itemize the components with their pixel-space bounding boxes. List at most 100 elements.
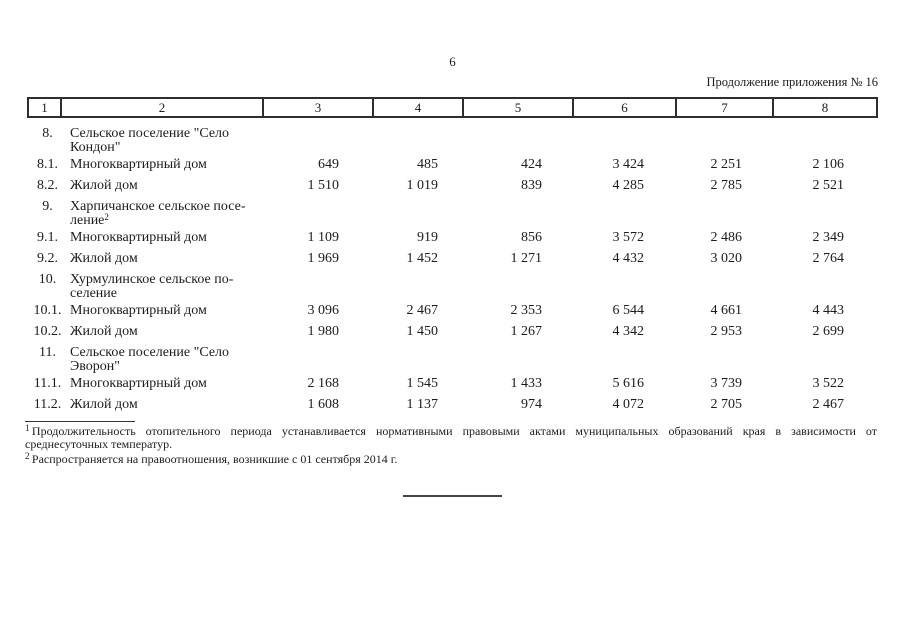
value-cell: 1 109 <box>307 230 340 245</box>
value-cell: 4 661 <box>710 303 743 318</box>
row-number-cell: 11.1. <box>33 376 62 391</box>
value-cell: 839 <box>521 178 542 193</box>
value-cell: 2 353 <box>510 303 543 318</box>
value-cell: 1 433 <box>510 376 543 391</box>
table-row: 9.1. Многоквартирный дом 1 109 919 856 3 572 2… <box>27 231 878 245</box>
value-cell: 1 267 <box>510 324 543 339</box>
value-cell: 1 450 <box>406 324 439 339</box>
value-cell: 3 739 <box>710 376 743 391</box>
row-number-cell: 9.2. <box>37 251 58 266</box>
table-col-header: 1 <box>41 100 48 115</box>
footnote: 2 Распространяется на правоотношения, во… <box>25 451 877 466</box>
footnote-list: 1 Продолжительность отопительного период… <box>25 423 877 466</box>
row-label-line: Эворон" <box>70 359 120 374</box>
value-cell: 856 <box>521 230 542 245</box>
value-cell: 974 <box>521 397 542 412</box>
bottom-rule <box>403 495 502 497</box>
footnotes-block: 1 Продолжительность отопительного период… <box>25 421 877 468</box>
value-cell: 1 969 <box>307 251 340 266</box>
value-cell: 2 467 <box>406 303 439 318</box>
row-label-cell: Сельское поселение "Село Кондон" <box>68 127 262 155</box>
table-row-group: 11. Сельское поселение "Село Эворон" <box>27 346 878 374</box>
value-cell: 2 486 <box>710 230 743 245</box>
value-cell: 4 285 <box>612 178 645 193</box>
value-cell: 3 424 <box>612 157 645 172</box>
value-cell: 2 106 <box>812 157 845 172</box>
continuation-note: Продолжение приложения № 16 <box>706 75 878 89</box>
table-col-header: 7 <box>675 99 772 116</box>
value-cell: 5 616 <box>612 376 645 391</box>
row-number-cell: 10.1. <box>33 303 62 318</box>
value-cell: 485 <box>417 157 438 172</box>
footnote-line: 1 Продолжительность отопительного период… <box>25 423 877 438</box>
table-body: 8. Сельское поселение "Село Кондон" 8.1. Мно… <box>27 118 878 412</box>
footnote-marker: 2 <box>25 451 30 461</box>
table-row-group: 8. Сельское поселение "Село Кондон" <box>27 127 878 155</box>
value-cell: 2 953 <box>710 324 743 339</box>
row-label-line: селение <box>70 286 117 301</box>
footnote-marker: 1 <box>25 423 30 433</box>
value-cell: 1 271 <box>510 251 543 266</box>
value-cell: 2 705 <box>710 397 743 412</box>
value-cell: 919 <box>417 230 438 245</box>
table-row: 11.2. Жилой дом 1 608 1 137 974 4 072 2 705 2 4… <box>27 398 878 412</box>
row-number-cell: 9.1. <box>37 230 58 245</box>
table-row: 11.1. Многоквартирный дом 2 168 1 545 1 433 5… <box>27 377 878 391</box>
row-number-cell: 9. <box>42 199 53 214</box>
row-label-cell: Жилой дом <box>70 324 138 339</box>
value-cell: 1 608 <box>307 397 340 412</box>
value-cell: 4 072 <box>612 397 645 412</box>
row-label-cell: Многоквартирный дом <box>70 303 207 318</box>
value-cell: 2 699 <box>812 324 845 339</box>
table-row-group: 9. Харпичанское сельское посе-ление2 <box>27 200 878 228</box>
table-row: 9.2. Жилой дом 1 969 1 452 1 271 4 432 3 020 2 … <box>27 252 878 266</box>
row-number-cell: 8.2. <box>37 178 58 193</box>
table-col-header: 6 <box>572 99 675 116</box>
table-col-header: 5 <box>462 99 572 116</box>
table-col-header: 3 <box>262 99 372 116</box>
row-label-cell: Харпичанское сельское посе-ление2 <box>68 200 262 228</box>
value-cell: 3 096 <box>307 303 340 318</box>
footnote-separator-rule <box>25 421 135 422</box>
table-row-group: 10. Хурмулинское сельское по-селение <box>27 273 878 301</box>
footnote: 1 Продолжительность отопительного период… <box>25 423 877 451</box>
table-row: 8.1. Многоквартирный дом 649 485 424 3 424 2 2… <box>27 158 878 172</box>
row-number-cell: 8.1. <box>37 157 58 172</box>
value-cell: 1 137 <box>406 397 439 412</box>
value-cell: 4 443 <box>812 303 845 318</box>
value-cell: 1 019 <box>406 178 439 193</box>
row-label-cell: Многоквартирный дом <box>70 157 207 172</box>
row-label-cell: Хурмулинское сельское по-селение <box>68 273 262 301</box>
value-cell: 2 349 <box>812 230 845 245</box>
row-label-cell: Сельское поселение "Село Эворон" <box>68 346 262 374</box>
row-label-cell: Многоквартирный дом <box>70 230 207 245</box>
row-label-cell: Жилой дом <box>70 397 138 412</box>
value-cell: 4 342 <box>612 324 645 339</box>
value-cell: 2 521 <box>812 178 845 193</box>
footnote-line: среднесуточных температур. <box>25 437 173 451</box>
row-label-cell: Жилой дом <box>70 178 138 193</box>
value-cell: 1 545 <box>406 376 439 391</box>
row-number-cell: 10. <box>38 272 57 287</box>
row-number-cell: 10.2. <box>33 324 62 339</box>
row-label-line: ление2 <box>70 212 109 228</box>
row-number-cell: 11.2. <box>33 397 62 412</box>
row-label-line: Хурмулинское сельское по- <box>70 272 234 287</box>
value-cell: 649 <box>318 157 339 172</box>
value-cell: 1 510 <box>307 178 340 193</box>
value-cell: 1 980 <box>307 324 340 339</box>
value-cell: 4 432 <box>612 251 645 266</box>
footnote-line: 2 Распространяется на правоотношения, во… <box>25 451 398 466</box>
row-label-line: Кондон" <box>70 140 121 155</box>
value-cell: 1 452 <box>406 251 439 266</box>
row-number-cell: 8. <box>42 126 53 141</box>
table-col-header: 2 <box>60 99 262 116</box>
value-cell: 3 522 <box>812 376 845 391</box>
row-label-cell: Жилой дом <box>70 251 138 266</box>
table-row: 10.2. Жилой дом 1 980 1 450 1 267 4 342 2 953 2… <box>27 325 878 339</box>
value-cell: 3 020 <box>710 251 743 266</box>
value-cell: 6 544 <box>612 303 645 318</box>
value-cell: 2 785 <box>710 178 743 193</box>
